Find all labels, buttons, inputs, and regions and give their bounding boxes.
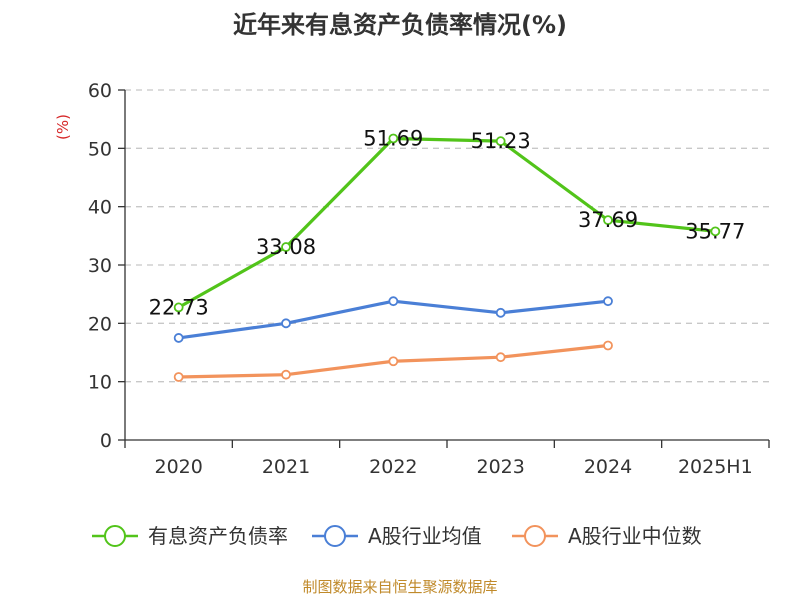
legend-marker	[104, 525, 126, 547]
data-point	[281, 369, 291, 380]
x-tick-label: 2024	[584, 456, 632, 478]
data-point	[173, 333, 184, 343]
series-lines	[173, 133, 721, 382]
data-point	[710, 226, 721, 237]
data-point	[281, 242, 291, 252]
data-labels: 22.73 33.08 51.69 51.23 37.69 35.77	[149, 126, 746, 319]
x-tick-label: 2022	[369, 456, 417, 478]
y-tick-label: 20	[88, 313, 112, 335]
y-tick-label: 30	[88, 255, 112, 277]
y-tick-label: 40	[88, 197, 112, 219]
data-point	[173, 372, 184, 382]
series-line	[177, 136, 716, 309]
y-axis-label: (%)	[54, 114, 72, 140]
data-label: 22.73	[149, 295, 209, 319]
data-point	[495, 352, 506, 363]
legend-label: A股行业均值	[368, 524, 482, 548]
data-label: 51.69	[363, 126, 423, 150]
source-note: 制图数据来自恒生聚源数据库	[302, 578, 497, 596]
data-label: 35.77	[685, 219, 745, 243]
x-tick-label: 2025H1	[678, 456, 753, 478]
data-point	[495, 136, 506, 147]
data-point	[603, 215, 613, 226]
data-point	[281, 318, 291, 329]
legend-label: 有息资产负债率	[148, 524, 288, 548]
axes: 0 10 20 30 40 50 60 2020 2021 2022 2023 2024 2025H1	[88, 80, 770, 478]
data-point	[603, 296, 613, 307]
x-tick-label: 2023	[476, 456, 524, 478]
legend-label: A股行业中位数	[568, 524, 702, 548]
y-tick-label: 0	[100, 430, 112, 452]
data-point	[495, 307, 506, 318]
data-point	[388, 296, 399, 307]
gridlines	[125, 89, 769, 383]
legend: 有息资产负债率 A股行业均值 A股行业中位数	[92, 524, 702, 548]
data-label: 33.08	[256, 235, 316, 259]
data-label: 51.23	[471, 129, 531, 153]
data-label: 37.69	[578, 208, 638, 232]
y-tick-label: 10	[88, 372, 112, 394]
data-point	[603, 340, 613, 351]
data-point	[173, 302, 184, 313]
y-tick-label: 50	[88, 138, 112, 160]
x-tick-label: 2021	[262, 456, 310, 478]
series-line	[178, 299, 609, 340]
legend-marker	[324, 525, 346, 547]
data-point	[388, 356, 399, 367]
y-tick-label: 60	[88, 80, 112, 102]
legend-marker	[524, 525, 546, 547]
data-point	[388, 133, 399, 144]
chart-title: 近年来有息资产负债率情况(%)	[233, 11, 567, 39]
x-tick-label: 2020	[154, 456, 202, 478]
